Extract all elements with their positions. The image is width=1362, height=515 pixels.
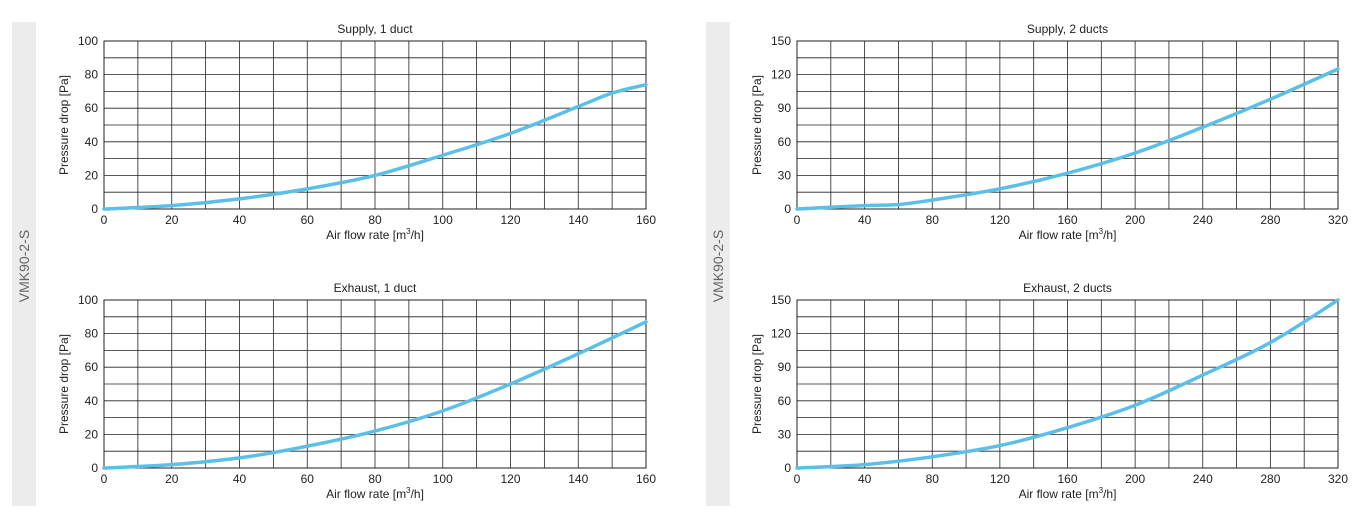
exhaust-2-ducts-x-tick-label: 40 <box>858 472 872 486</box>
supply-2-ducts-x-tick-label: 280 <box>1260 213 1280 227</box>
supply-1-duct-x-tick-label: 120 <box>500 213 520 227</box>
exhaust-1-duct-x-tick-label: 80 <box>368 472 382 486</box>
exhaust-2-ducts-x-tick-label: 320 <box>1328 472 1348 486</box>
supply-1-duct-x-tick-label: 160 <box>636 213 656 227</box>
exhaust-2-ducts-y-tick-label: 120 <box>771 327 791 341</box>
exhaust-2-ducts-x-tick-label: 280 <box>1260 472 1280 486</box>
supply-2-ducts-plot-frame <box>796 40 1339 210</box>
supply-2-ducts-y-tick-label: 90 <box>778 101 792 115</box>
supply-2-ducts-x-tick-label: 320 <box>1328 213 1348 227</box>
side-band-right <box>706 22 730 506</box>
supply-1-duct-x-tick-label: 60 <box>301 213 315 227</box>
supply-2-ducts-y-tick-label: 120 <box>771 68 791 82</box>
exhaust-2-ducts-x-tick-label: 160 <box>1057 472 1077 486</box>
exhaust-2-ducts-y-tick-label: 150 <box>771 293 791 307</box>
supply-1-duct-y-tick-label: 20 <box>85 168 99 182</box>
supply-2-ducts-x-tick-label: 80 <box>926 213 940 227</box>
exhaust-1-duct-x-tick-label: 20 <box>165 472 179 486</box>
supply-1-duct-y-tick-label: 60 <box>85 101 99 115</box>
exhaust-2-ducts-plot-frame <box>796 299 1339 469</box>
exhaust-1-duct-y-tick-label: 60 <box>85 360 99 374</box>
supply-1-duct-x-tick-label: 0 <box>101 213 108 227</box>
supply-1-duct-x-tick-label: 20 <box>165 213 179 227</box>
supply-2-ducts-x-tick-label: 200 <box>1125 213 1145 227</box>
exhaust-1-duct-y-tick-label: 0 <box>91 461 98 475</box>
supply-1-duct-x-tick-label: 140 <box>568 213 588 227</box>
exhaust-2-ducts-y-tick-label: 90 <box>778 360 792 374</box>
supply-1-duct-y-tick-label: 40 <box>85 135 99 149</box>
supply-2-ducts-y-tick-label: 60 <box>778 135 792 149</box>
exhaust-2-ducts-x-axis-label: Air flow rate [m3/h] <box>1019 486 1117 501</box>
exhaust-2-ducts-x-tick-label: 120 <box>990 472 1010 486</box>
supply-2-ducts-y-tick-label: 0 <box>784 202 791 216</box>
exhaust-1-duct-y-axis-label: Pressure drop [Pa] <box>57 334 71 434</box>
supply-1-duct-plot-frame <box>103 40 647 210</box>
exhaust-1-duct-title: Exhaust, 1 duct <box>334 281 417 295</box>
exhaust-2-ducts-y-tick-label: 60 <box>778 394 792 408</box>
supply-1-duct-y-tick-label: 0 <box>91 202 98 216</box>
supply-1-duct-curve <box>102 82 648 211</box>
supply-2-ducts-y-axis-label: Pressure drop [Pa] <box>750 75 764 175</box>
exhaust-2-ducts-y-tick-label: 0 <box>784 461 791 475</box>
supply-1-duct-title: Supply, 1 duct <box>337 22 413 36</box>
supply-1-duct-y-tick-label: 80 <box>85 68 99 82</box>
exhaust-1-duct-x-tick-label: 140 <box>568 472 588 486</box>
supply-2-ducts-x-tick-label: 160 <box>1057 213 1077 227</box>
supply-2-ducts-y-tick-label: 150 <box>771 34 791 48</box>
supply-2-ducts-x-tick-label: 240 <box>1193 213 1213 227</box>
supply-1-duct-x-tick-label: 100 <box>433 213 453 227</box>
exhaust-1-duct-x-tick-label: 40 <box>233 472 247 486</box>
supply-2-ducts-x-tick-label: 120 <box>990 213 1010 227</box>
exhaust-1-duct-x-tick-label: 100 <box>433 472 453 486</box>
exhaust-1-duct-x-tick-label: 0 <box>101 472 108 486</box>
supply-1-duct-y-axis-label: Pressure drop [Pa] <box>57 75 71 175</box>
exhaust-1-duct-x-tick-label: 160 <box>636 472 656 486</box>
exhaust-2-ducts-title: Exhaust, 2 ducts <box>1023 281 1112 295</box>
exhaust-2-ducts-y-axis-label: Pressure drop [Pa] <box>750 334 764 434</box>
exhaust-1-duct-y-tick-label: 80 <box>85 327 99 341</box>
supply-2-ducts-curve <box>795 67 1340 211</box>
supply-1-duct-x-tick-label: 40 <box>233 213 247 227</box>
exhaust-2-ducts-x-tick-label: 200 <box>1125 472 1145 486</box>
exhaust-1-duct-y-tick-label: 100 <box>78 293 98 307</box>
supply-1-duct-x-axis-label: Air flow rate [m3/h] <box>326 227 424 242</box>
exhaust-1-duct-y-tick-label: 20 <box>85 427 99 441</box>
exhaust-2-ducts-x-tick-label: 240 <box>1193 472 1213 486</box>
side-band-left <box>12 22 36 506</box>
exhaust-2-ducts-x-tick-label: 0 <box>794 472 801 486</box>
exhaust-2-ducts-x-tick-label: 80 <box>926 472 940 486</box>
supply-2-ducts-x-axis-label: Air flow rate [m3/h] <box>1019 227 1117 242</box>
supply-1-duct-y-tick-label: 100 <box>78 34 98 48</box>
exhaust-1-duct-plot-frame <box>103 299 647 469</box>
supply-2-ducts-title: Supply, 2 ducts <box>1027 22 1108 36</box>
exhaust-1-duct-x-axis-label: Air flow rate [m3/h] <box>326 486 424 501</box>
supply-1-duct-x-tick-label: 80 <box>368 213 382 227</box>
exhaust-1-duct-x-tick-label: 120 <box>500 472 520 486</box>
exhaust-1-duct-x-tick-label: 60 <box>301 472 315 486</box>
supply-2-ducts-y-tick-label: 30 <box>778 168 792 182</box>
exhaust-2-ducts-y-tick-label: 30 <box>778 427 792 441</box>
exhaust-2-ducts-curve <box>795 298 1340 470</box>
exhaust-1-duct-curve <box>102 320 648 470</box>
supply-2-ducts-x-tick-label: 0 <box>794 213 801 227</box>
supply-2-ducts-x-tick-label: 40 <box>858 213 872 227</box>
exhaust-1-duct-y-tick-label: 40 <box>85 394 99 408</box>
